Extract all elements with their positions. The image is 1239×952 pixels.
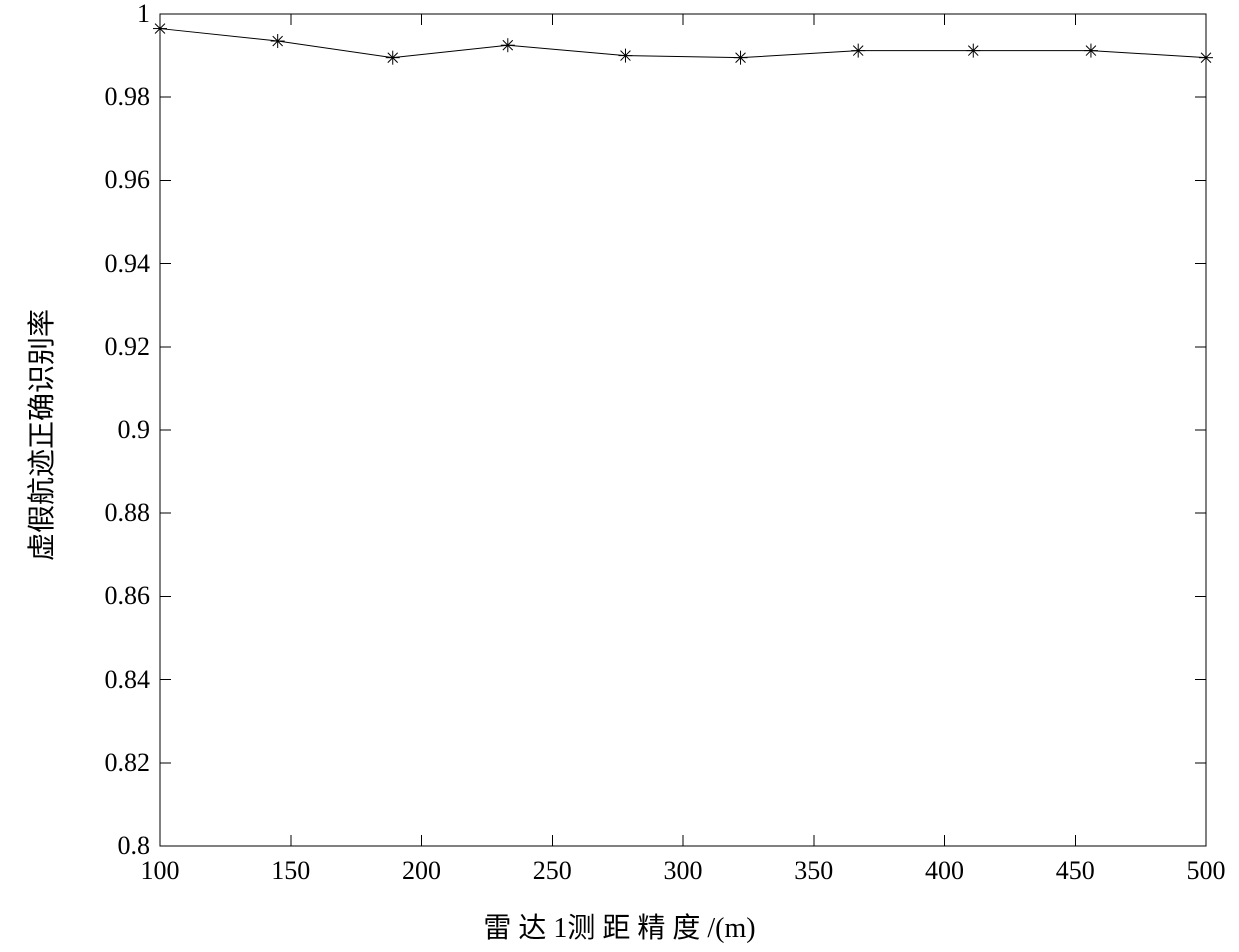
y-tick-label: 0.88 xyxy=(105,498,151,528)
y-axis-label: 虚假航迹正确识别率 xyxy=(20,305,60,565)
y-tick-label: 0.98 xyxy=(105,82,151,112)
y-tick-label: 0.86 xyxy=(105,581,151,611)
y-tick-label: 0.94 xyxy=(105,249,151,279)
chart-container: 虚假航迹正确识别率 雷 达 1测 距 精 度 /(m) 100150200250… xyxy=(0,0,1239,952)
y-tick-label: 0.9 xyxy=(118,415,151,445)
x-axis-label: 雷 达 1测 距 精 度 /(m) xyxy=(0,906,1239,946)
x-tick-label: 400 xyxy=(925,856,964,886)
y-tick-label: 0.82 xyxy=(105,748,151,778)
y-tick-label: 1 xyxy=(137,0,150,29)
x-tick-label: 300 xyxy=(664,856,703,886)
y-tick-label: 0.96 xyxy=(105,165,151,195)
x-tick-label: 250 xyxy=(533,856,572,886)
x-tick-label: 450 xyxy=(1056,856,1095,886)
x-tick-label: 200 xyxy=(402,856,441,886)
x-tick-label: 150 xyxy=(271,856,310,886)
y-tick-label: 0.84 xyxy=(105,665,151,695)
x-tick-label: 350 xyxy=(794,856,833,886)
y-tick-label: 0.92 xyxy=(105,332,151,362)
y-tick-label: 0.8 xyxy=(118,831,151,861)
x-tick-label: 500 xyxy=(1187,856,1226,886)
plot-svg xyxy=(0,0,1239,952)
